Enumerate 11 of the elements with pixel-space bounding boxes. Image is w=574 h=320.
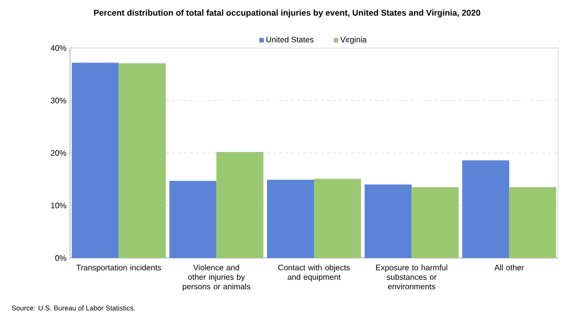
- chart-title: Percent distribution of total fatal occupational injuries by event, United States and Virginia, 2020: [94, 10, 480, 18]
- bar: [118, 63, 166, 258]
- bar: [169, 180, 216, 258]
- bar: [412, 187, 459, 258]
- bar: [72, 62, 119, 258]
- bar: [509, 187, 556, 258]
- bar: [364, 184, 412, 258]
- bar: [267, 180, 314, 258]
- bar: [314, 178, 362, 258]
- bar: [216, 152, 264, 258]
- bar: [462, 160, 510, 258]
